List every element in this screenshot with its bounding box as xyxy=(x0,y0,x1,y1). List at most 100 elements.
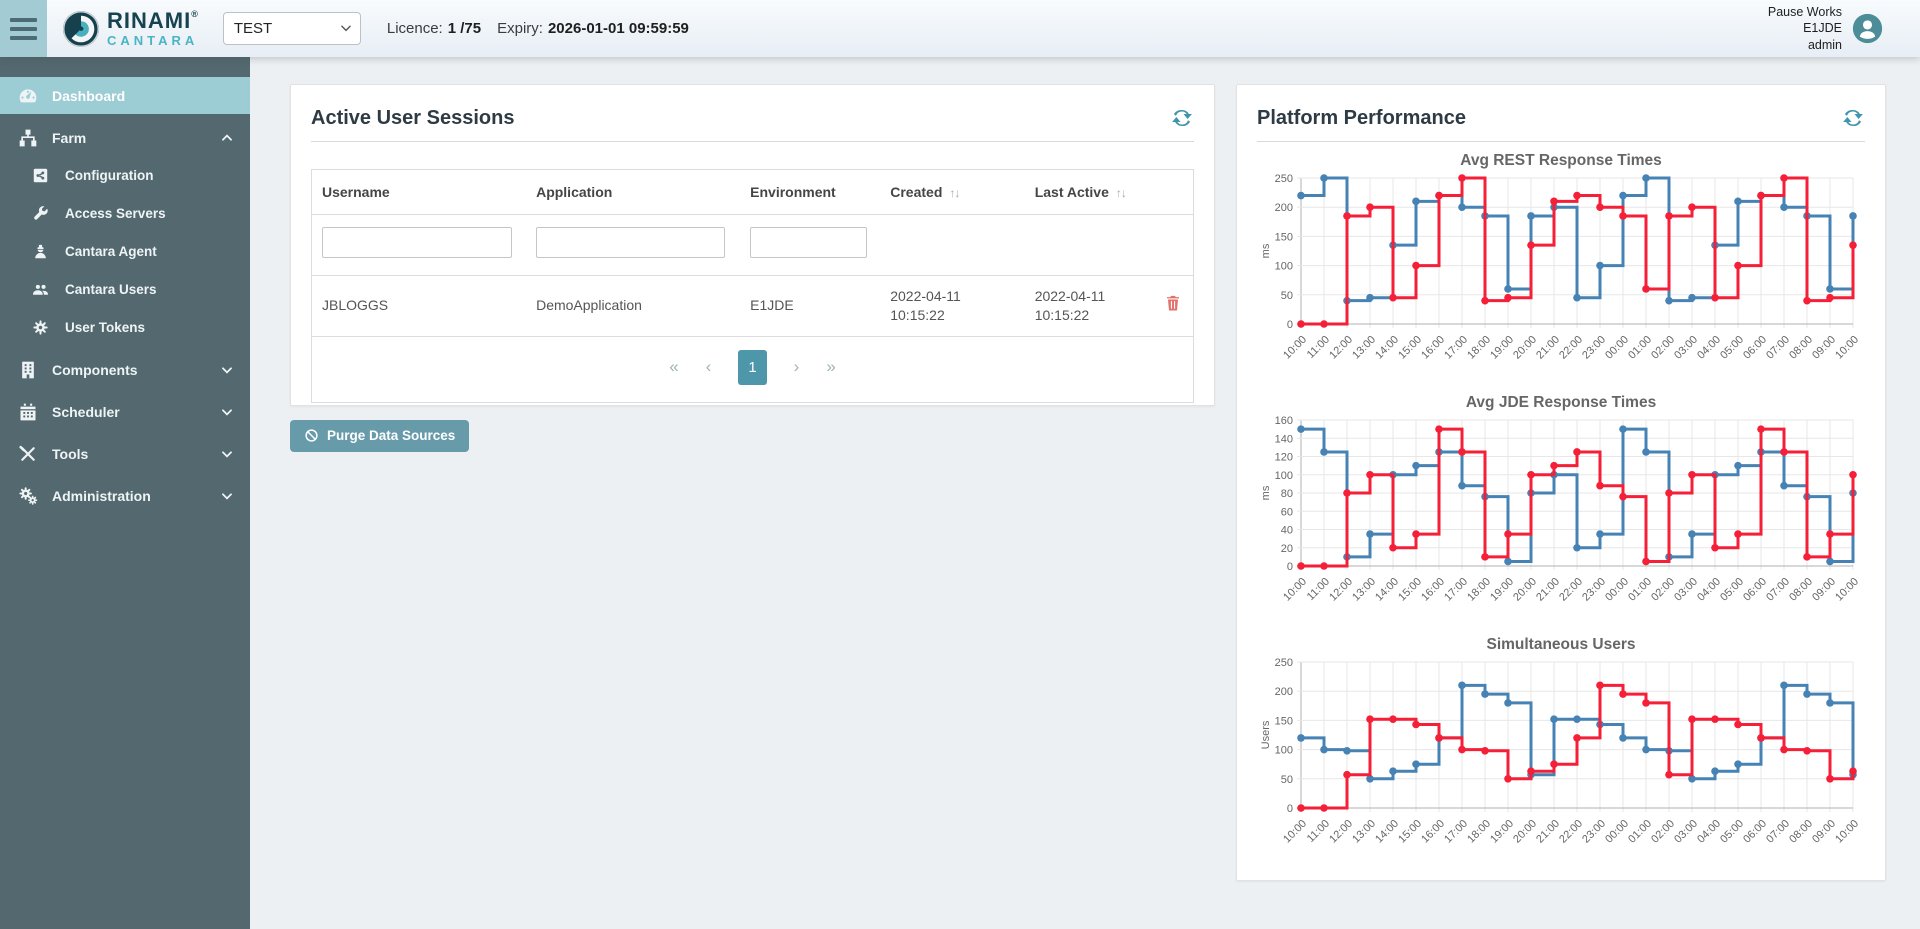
svg-text:00:00: 00:00 xyxy=(1603,334,1631,362)
svg-text:11:00: 11:00 xyxy=(1305,576,1332,603)
svg-text:07:00: 07:00 xyxy=(1764,818,1792,846)
sidebar-item-farm[interactable]: Farm xyxy=(0,119,250,156)
sidebar-item-label: User Tokens xyxy=(65,320,145,335)
pagination-prev-button[interactable]: ‹ xyxy=(706,357,712,377)
environment-filter-input[interactable] xyxy=(750,227,867,258)
sidebar-item-configuration[interactable]: Configuration xyxy=(0,156,250,194)
svg-text:05:00: 05:00 xyxy=(1718,576,1746,604)
dashboard-icon xyxy=(18,86,38,106)
svg-text:40: 40 xyxy=(1281,525,1293,537)
sidebar-item-components[interactable]: Components xyxy=(0,351,250,388)
svg-text:21:00: 21:00 xyxy=(1534,334,1562,362)
svg-text:14:00: 14:00 xyxy=(1373,334,1401,362)
pagination-next-button[interactable]: › xyxy=(794,357,800,377)
svg-text:02:00: 02:00 xyxy=(1649,818,1677,846)
purge-data-sources-button[interactable]: Purge Data Sources xyxy=(290,420,469,452)
svg-text:250: 250 xyxy=(1275,657,1293,669)
username-filter-input[interactable] xyxy=(322,227,512,258)
application-filter-input[interactable] xyxy=(536,227,725,258)
cogs-icon xyxy=(18,486,38,506)
sessions-column: Active User Sessions xyxy=(290,84,1215,452)
ban-icon xyxy=(304,428,319,443)
column-header-environment[interactable]: Environment xyxy=(740,170,880,215)
sidebar-item-label: Components xyxy=(52,362,138,378)
delete-session-button[interactable] xyxy=(1164,294,1182,314)
environment-select-wrap: TEST xyxy=(223,12,361,45)
svg-text:Users: Users xyxy=(1260,720,1272,749)
brand-subname: CANTARA xyxy=(107,34,199,47)
pagination-first-button[interactable]: « xyxy=(669,357,678,377)
svg-text:04:00: 04:00 xyxy=(1695,818,1723,846)
chart-canvas: 050100150200250Users10:0011:0012:0013:00… xyxy=(1257,654,1865,868)
hamburger-menu-button[interactable] xyxy=(0,0,47,57)
refresh-icon xyxy=(1170,106,1194,130)
refresh-button[interactable] xyxy=(1170,106,1194,130)
sidebar-item-access-servers[interactable]: Access Servers xyxy=(0,194,250,232)
column-header-username[interactable]: Username xyxy=(312,170,526,215)
sort-icon[interactable]: ↑↓ xyxy=(949,186,959,200)
sidebar-item-scheduler[interactable]: Scheduler xyxy=(0,393,250,430)
sort-icon[interactable]: ↑↓ xyxy=(1116,186,1126,200)
svg-text:05:00: 05:00 xyxy=(1718,818,1746,846)
svg-text:18:00: 18:00 xyxy=(1465,818,1493,846)
sidebar-item-cantara-users[interactable]: Cantara Users xyxy=(0,270,250,308)
licence-value: 1 /75 xyxy=(448,20,481,37)
cantara-logo-icon xyxy=(62,10,100,48)
svg-text:15:00: 15:00 xyxy=(1396,576,1424,604)
sessions-table: Username Application Environment Created… xyxy=(311,169,1194,403)
svg-text:60: 60 xyxy=(1281,506,1293,518)
svg-text:14:00: 14:00 xyxy=(1373,818,1401,846)
hamburger-icon xyxy=(10,18,37,22)
refresh-button[interactable] xyxy=(1841,106,1865,130)
svg-text:09:00: 09:00 xyxy=(1810,334,1838,362)
svg-text:10:00: 10:00 xyxy=(1833,334,1861,362)
building-icon xyxy=(18,360,38,380)
farm-icon xyxy=(18,128,38,148)
svg-text:140: 140 xyxy=(1275,433,1293,445)
sidebar-item-cantara-agent[interactable]: Cantara Agent xyxy=(0,232,250,270)
chevron-down-icon xyxy=(220,447,234,461)
svg-text:04:00: 04:00 xyxy=(1695,576,1723,604)
sidebar-item-dashboard[interactable]: Dashboard xyxy=(0,77,250,114)
user-avatar[interactable] xyxy=(1852,13,1883,44)
svg-text:21:00: 21:00 xyxy=(1534,818,1562,846)
svg-text:13:00: 13:00 xyxy=(1350,334,1378,362)
svg-text:120: 120 xyxy=(1275,452,1293,464)
svg-text:250: 250 xyxy=(1275,173,1293,185)
column-header-last-active[interactable]: Last Active↑↓ xyxy=(1025,170,1155,215)
sidebar: Dashboard Farm Configuration xyxy=(0,57,250,929)
agent-icon xyxy=(32,243,49,260)
svg-text:22:00: 22:00 xyxy=(1557,576,1585,604)
cell-username: JBLOGGS xyxy=(312,276,526,337)
sidebar-item-user-tokens[interactable]: User Tokens xyxy=(0,308,250,346)
svg-text:20:00: 20:00 xyxy=(1511,576,1539,604)
svg-text:02:00: 02:00 xyxy=(1649,576,1677,604)
svg-text:19:00: 19:00 xyxy=(1488,334,1516,362)
svg-text:09:00: 09:00 xyxy=(1810,818,1838,846)
sidebar-item-administration[interactable]: Administration xyxy=(0,477,250,514)
svg-text:22:00: 22:00 xyxy=(1557,334,1585,362)
pagination-last-button[interactable]: » xyxy=(826,357,835,377)
sidebar-item-label: Administration xyxy=(52,488,151,504)
cell-last-active: 2022-04-11 10:15:22 xyxy=(1025,276,1155,337)
svg-text:14:00: 14:00 xyxy=(1373,576,1401,604)
environment-select[interactable]: TEST xyxy=(223,12,361,45)
svg-text:12:00: 12:00 xyxy=(1327,334,1355,362)
svg-text:100: 100 xyxy=(1275,745,1293,757)
column-header-application[interactable]: Application xyxy=(526,170,740,215)
column-header-created[interactable]: Created↑↓ xyxy=(880,170,1024,215)
svg-text:20: 20 xyxy=(1281,543,1293,555)
configuration-icon xyxy=(32,167,49,184)
calendar-icon xyxy=(18,402,38,422)
sidebar-item-label: Access Servers xyxy=(65,206,166,221)
svg-text:20:00: 20:00 xyxy=(1511,334,1539,362)
user-info: Pause Works E1JDE admin xyxy=(1768,4,1842,53)
chart-simultaneous-users: Simultaneous Users 050100150200250Users1… xyxy=(1257,636,1865,868)
sidebar-item-tools[interactable]: Tools xyxy=(0,435,250,472)
svg-text:05:00: 05:00 xyxy=(1718,334,1746,362)
svg-text:15:00: 15:00 xyxy=(1396,818,1424,846)
pagination-page-1-button[interactable]: 1 xyxy=(738,350,766,385)
top-bar: RINAMI® CANTARA TEST Licence: 1 /75 Expi… xyxy=(0,0,1920,57)
column-header-actions xyxy=(1154,170,1193,215)
svg-text:10:00: 10:00 xyxy=(1281,818,1309,846)
